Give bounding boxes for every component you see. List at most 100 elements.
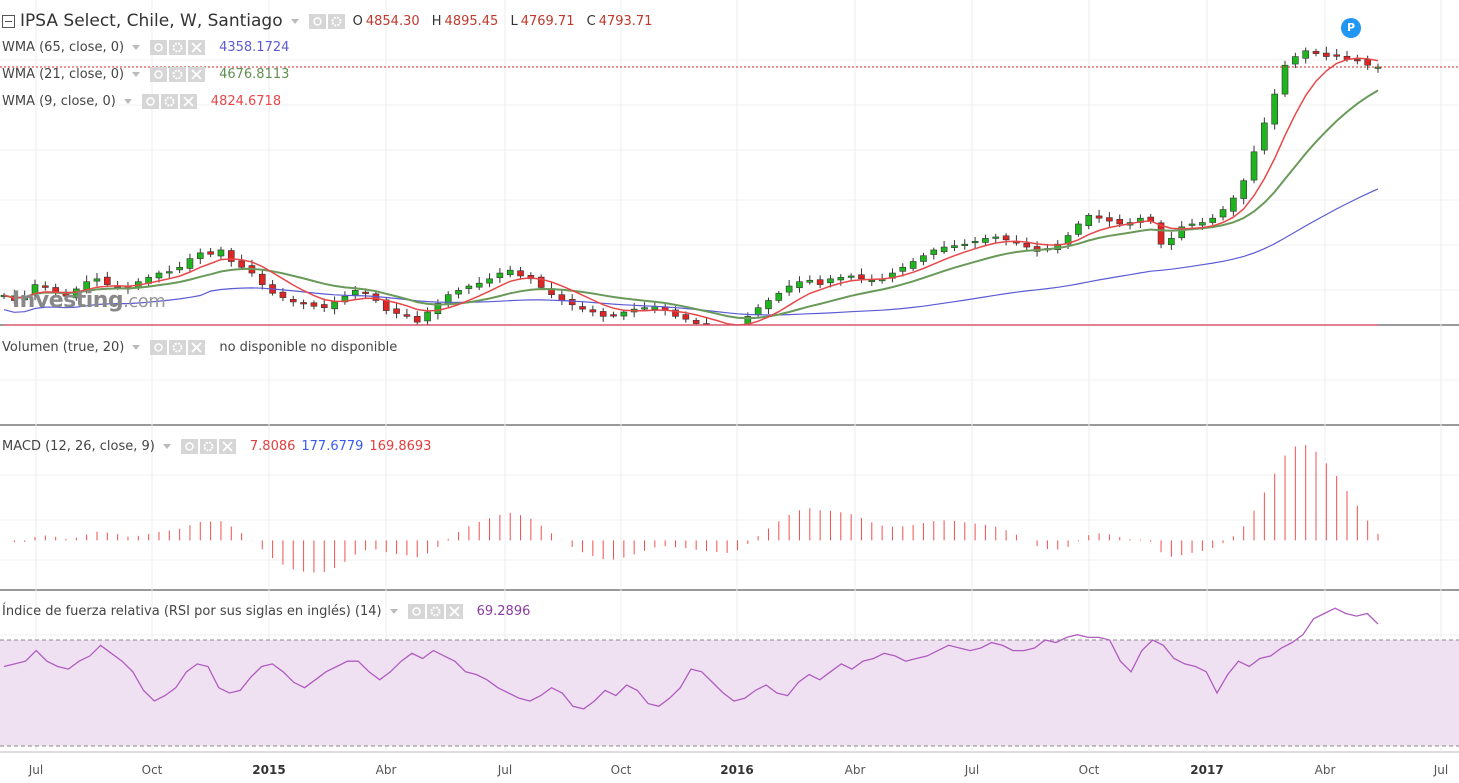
gear-icon[interactable] [169, 67, 187, 82]
candle-body [1250, 151, 1258, 181]
price-candles [0, 46, 1382, 326]
candle-body [775, 292, 783, 301]
wma9-label: WMA (9, close, 0) [2, 94, 116, 109]
candle-body [517, 270, 524, 277]
legend-volume: Volumen (true, 20) no disponible no disp… [2, 340, 397, 355]
visibility-icon[interactable] [150, 340, 168, 355]
chevron-down-icon[interactable] [132, 72, 141, 77]
x-axis-label: Abr [375, 763, 397, 777]
candle-body [300, 302, 307, 305]
candle-body [558, 294, 566, 301]
candle-body [362, 291, 369, 294]
grid-lines [0, 0, 1459, 752]
candle-body [320, 304, 328, 308]
candle-body [1281, 64, 1289, 95]
wma9-line [3, 57, 1379, 326]
candle-body [186, 258, 194, 269]
event-badge[interactable]: P [1341, 18, 1361, 38]
close-icon[interactable] [188, 340, 206, 355]
candle-body [692, 320, 700, 324]
gear-icon[interactable] [169, 340, 187, 355]
rsi-band [0, 640, 1459, 746]
gear-icon[interactable] [169, 40, 187, 55]
candle-body [971, 240, 979, 244]
candle-body [806, 279, 814, 283]
candle-body [331, 301, 338, 310]
candle-body [527, 275, 535, 280]
candle-body [1075, 223, 1082, 235]
chevron-down-icon[interactable] [162, 444, 171, 449]
investing-watermark: Investing.com [12, 288, 166, 313]
candle-body [1168, 238, 1175, 246]
ohlc-close: 4793.71 [598, 13, 653, 29]
x-axis-label: Jul [1433, 763, 1449, 777]
candle-body [413, 316, 421, 323]
wma65-value: 4358.1724 [219, 40, 290, 55]
ohlc-low-key: L [510, 13, 518, 29]
candle-body [682, 314, 690, 320]
candle-body [227, 250, 235, 262]
visibility-icon[interactable] [141, 94, 159, 109]
close-icon[interactable] [188, 67, 206, 82]
chevron-down-icon[interactable] [123, 99, 132, 104]
close-icon[interactable] [218, 439, 236, 454]
candle-body [506, 269, 514, 276]
x-axis-label: Jul [964, 763, 980, 777]
close-icon[interactable] [179, 94, 197, 109]
candle-body [827, 278, 834, 284]
x-axis-label: Abr [1314, 763, 1336, 777]
candle-body [403, 314, 411, 317]
visibility-icon[interactable] [150, 40, 168, 55]
candle-body [196, 252, 204, 259]
candle-body [424, 311, 431, 322]
close-icon[interactable] [445, 604, 463, 619]
collapse-toggle[interactable] [2, 14, 15, 28]
ohlc-readout: O 4854.30 H 4895.45 L 4769.71 C 4793.71 [353, 14, 661, 29]
wma65-line [3, 188, 1379, 316]
candle-body [909, 261, 917, 269]
wma21-value: 4676.8113 [219, 67, 290, 82]
chevron-down-icon[interactable] [132, 45, 141, 50]
gear-icon[interactable] [199, 439, 217, 454]
candle-body [1219, 209, 1227, 218]
wma21-line [3, 89, 1379, 320]
candle-body [672, 309, 679, 317]
candle-body [1292, 56, 1299, 65]
gear-icon[interactable] [327, 13, 345, 29]
gear-icon[interactable] [160, 94, 178, 109]
ohlc-high: 4895.45 [444, 13, 499, 29]
candle-body [1323, 52, 1330, 57]
macd-hist-value: 7.8086 [249, 439, 296, 454]
candle-body [279, 291, 287, 298]
close-icon[interactable] [188, 40, 206, 55]
candle-body [837, 277, 845, 281]
wma21-label: WMA (21, close, 0) [2, 67, 125, 82]
visibility-icon[interactable] [150, 67, 168, 82]
chevron-down-icon[interactable] [290, 18, 299, 24]
chart-title-row: IPSA Select, Chile, W, Santiago O 4854.30… [2, 11, 660, 31]
visibility-icon[interactable] [180, 439, 198, 454]
candle-body [899, 266, 907, 272]
macd-histogram [13, 445, 1379, 573]
candle-body [1302, 50, 1309, 59]
candle-body [1137, 217, 1144, 223]
ohlc-open-key: O [352, 13, 363, 29]
candle-body [1023, 243, 1031, 248]
candle-body [1354, 59, 1361, 62]
x-axis-label: Jul [497, 763, 513, 777]
chevron-down-icon[interactable] [132, 345, 141, 350]
candle-body [165, 271, 173, 274]
chevron-down-icon[interactable] [389, 609, 398, 614]
candle-body [785, 285, 793, 293]
candle-body [155, 272, 163, 279]
ohlc-high-key: H [431, 13, 442, 29]
candle-body [1209, 217, 1217, 223]
gear-icon[interactable] [426, 604, 444, 619]
candle-body [1157, 222, 1165, 245]
visibility-icon[interactable] [407, 604, 425, 619]
candle-body [579, 306, 586, 310]
candle-body [1002, 235, 1010, 241]
candle-body [393, 308, 400, 314]
visibility-icon[interactable] [308, 13, 326, 29]
